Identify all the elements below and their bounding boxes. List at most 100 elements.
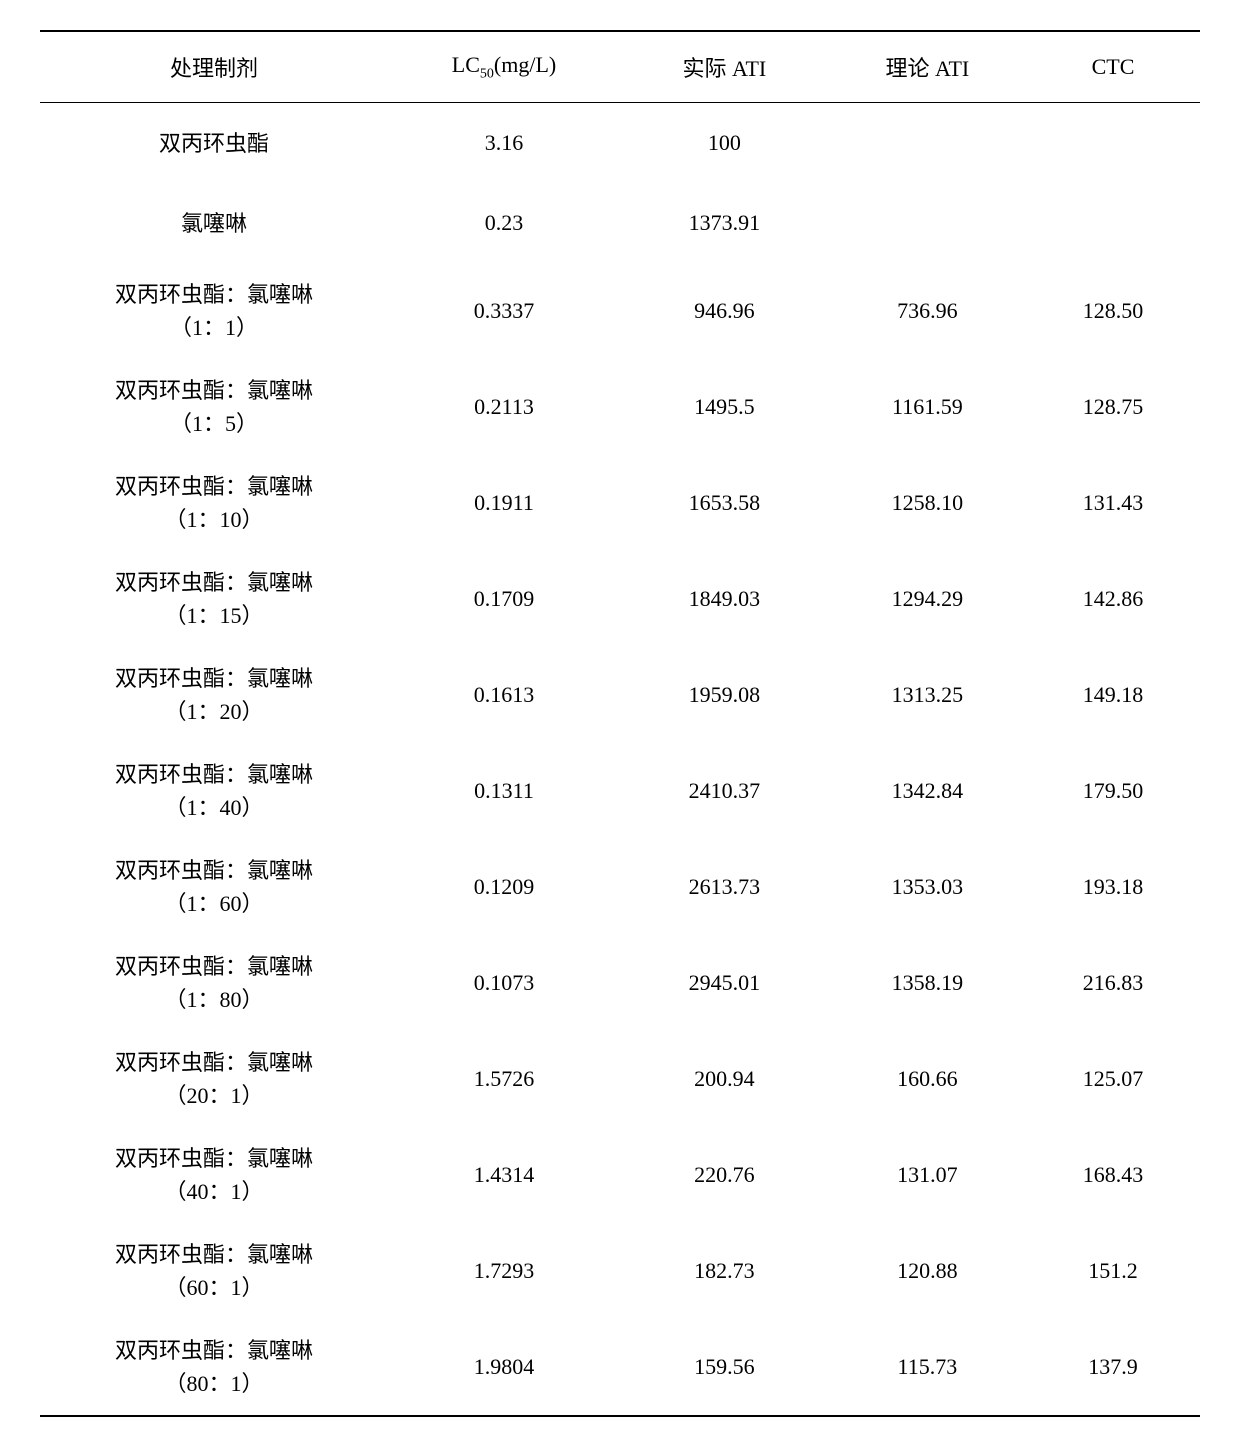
cell-ctc: 137.9 xyxy=(1026,1319,1200,1416)
cell-lc50: 0.1613 xyxy=(388,647,620,743)
agent-line2: （1：20） xyxy=(40,695,388,728)
col-header-ctc: CTC xyxy=(1026,31,1200,103)
agent-line2: （60：1） xyxy=(40,1271,388,1304)
agent-line1: 双丙环虫酯：氯噻啉 xyxy=(40,758,388,791)
cell-ctc: 128.75 xyxy=(1026,359,1200,455)
cell-ctc: 149.18 xyxy=(1026,647,1200,743)
agent-line1: 双丙环虫酯：氯噻啉 xyxy=(40,950,388,983)
cell-actual_ati: 100 xyxy=(620,103,829,184)
agent-line2: （1：60） xyxy=(40,887,388,920)
agent-line1: 氯噻啉 xyxy=(40,207,388,240)
cell-agent: 双丙环虫酯：氯噻啉（1：80） xyxy=(40,935,388,1031)
agent-line2: （1：10） xyxy=(40,503,388,536)
cell-theoretical_ati xyxy=(829,103,1026,184)
cell-ctc xyxy=(1026,183,1200,263)
cell-lc50: 1.7293 xyxy=(388,1223,620,1319)
cell-theoretical_ati: 1358.19 xyxy=(829,935,1026,1031)
table-row: 双丙环虫酯：氯噻啉（60：1）1.7293182.73120.88151.2 xyxy=(40,1223,1200,1319)
cell-agent: 双丙环虫酯：氯噻啉（1：20） xyxy=(40,647,388,743)
cell-agent: 双丙环虫酯：氯噻啉（1：5） xyxy=(40,359,388,455)
cell-theoretical_ati: 131.07 xyxy=(829,1127,1026,1223)
agent-line1: 双丙环虫酯：氯噻啉 xyxy=(40,854,388,887)
cell-theoretical_ati: 160.66 xyxy=(829,1031,1026,1127)
cell-theoretical_ati: 1258.10 xyxy=(829,455,1026,551)
cell-theoretical_ati: 1342.84 xyxy=(829,743,1026,839)
cell-actual_ati: 200.94 xyxy=(620,1031,829,1127)
cell-theoretical_ati: 1313.25 xyxy=(829,647,1026,743)
table-row: 双丙环虫酯：氯噻啉（1：80）0.10732945.011358.19216.8… xyxy=(40,935,1200,1031)
agent-line2: （1：80） xyxy=(40,983,388,1016)
cell-ctc: 193.18 xyxy=(1026,839,1200,935)
cell-agent: 双丙环虫酯：氯噻啉（40：1） xyxy=(40,1127,388,1223)
cell-agent: 双丙环虫酯：氯噻啉（1：1） xyxy=(40,263,388,359)
agent-line1: 双丙环虫酯：氯噻啉 xyxy=(40,278,388,311)
cell-agent: 双丙环虫酯：氯噻啉（1：40） xyxy=(40,743,388,839)
cell-actual_ati: 1373.91 xyxy=(620,183,829,263)
agent-line2: （1：40） xyxy=(40,791,388,824)
table-row: 双丙环虫酯：氯噻啉（1：40）0.13112410.371342.84179.5… xyxy=(40,743,1200,839)
col-header-theoretical-ati: 理论 ATI xyxy=(829,31,1026,103)
cell-agent: 双丙环虫酯：氯噻啉（1：10） xyxy=(40,455,388,551)
cell-agent: 双丙环虫酯：氯噻啉（1：15） xyxy=(40,551,388,647)
cell-actual_ati: 182.73 xyxy=(620,1223,829,1319)
agent-line2: （1：15） xyxy=(40,599,388,632)
agent-line2: （40：1） xyxy=(40,1175,388,1208)
table-row: 双丙环虫酯：氯噻啉（1：60）0.12092613.731353.03193.1… xyxy=(40,839,1200,935)
cell-lc50: 1.4314 xyxy=(388,1127,620,1223)
data-table: 处理制剂 LC50(mg/L) 实际 ATI 理论 ATI CTC 双丙环虫酯3… xyxy=(40,30,1200,1417)
cell-ctc: 179.50 xyxy=(1026,743,1200,839)
cell-theoretical_ati: 1161.59 xyxy=(829,359,1026,455)
col-header-lc50: LC50(mg/L) xyxy=(388,31,620,103)
cell-agent: 双丙环虫酯：氯噻啉（1：60） xyxy=(40,839,388,935)
cell-theoretical_ati: 1294.29 xyxy=(829,551,1026,647)
cell-agent: 双丙环虫酯：氯噻啉（60：1） xyxy=(40,1223,388,1319)
agent-line1: 双丙环虫酯：氯噻啉 xyxy=(40,470,388,503)
cell-ctc: 142.86 xyxy=(1026,551,1200,647)
cell-lc50: 0.23 xyxy=(388,183,620,263)
header-row: 处理制剂 LC50(mg/L) 实际 ATI 理论 ATI CTC xyxy=(40,31,1200,103)
table-row: 双丙环虫酯：氯噻啉（1：5）0.21131495.51161.59128.75 xyxy=(40,359,1200,455)
cell-actual_ati: 1495.5 xyxy=(620,359,829,455)
agent-line1: 双丙环虫酯：氯噻啉 xyxy=(40,662,388,695)
cell-lc50: 1.9804 xyxy=(388,1319,620,1416)
cell-lc50: 0.1209 xyxy=(388,839,620,935)
cell-ctc: 216.83 xyxy=(1026,935,1200,1031)
cell-theoretical_ati: 1353.03 xyxy=(829,839,1026,935)
cell-actual_ati: 220.76 xyxy=(620,1127,829,1223)
cell-lc50: 0.1911 xyxy=(388,455,620,551)
agent-line2: （1：5） xyxy=(40,407,388,440)
cell-actual_ati: 2945.01 xyxy=(620,935,829,1031)
agent-line1: 双丙环虫酯：氯噻啉 xyxy=(40,1334,388,1367)
table-row: 双丙环虫酯：氯噻啉（40：1）1.4314220.76131.07168.43 xyxy=(40,1127,1200,1223)
table-body: 双丙环虫酯3.16100氯噻啉0.231373.91双丙环虫酯：氯噻啉（1：1）… xyxy=(40,103,1200,1417)
cell-lc50: 0.1073 xyxy=(388,935,620,1031)
agent-line1: 双丙环虫酯：氯噻啉 xyxy=(40,566,388,599)
agent-line2: （1：1） xyxy=(40,311,388,344)
cell-actual_ati: 2613.73 xyxy=(620,839,829,935)
agent-line1: 双丙环虫酯：氯噻啉 xyxy=(40,1142,388,1175)
table-row: 氯噻啉0.231373.91 xyxy=(40,183,1200,263)
cell-ctc: 128.50 xyxy=(1026,263,1200,359)
cell-lc50: 0.3337 xyxy=(388,263,620,359)
cell-agent: 双丙环虫酯：氯噻啉（20：1） xyxy=(40,1031,388,1127)
cell-theoretical_ati: 115.73 xyxy=(829,1319,1026,1416)
cell-ctc: 151.2 xyxy=(1026,1223,1200,1319)
cell-agent: 双丙环虫酯 xyxy=(40,103,388,184)
table-row: 双丙环虫酯：氯噻啉（1：15）0.17091849.031294.29142.8… xyxy=(40,551,1200,647)
table-row: 双丙环虫酯：氯噻啉（1：1）0.3337946.96736.96128.50 xyxy=(40,263,1200,359)
col-header-agent: 处理制剂 xyxy=(40,31,388,103)
cell-ctc: 125.07 xyxy=(1026,1031,1200,1127)
cell-actual_ati: 1959.08 xyxy=(620,647,829,743)
agent-line1: 双丙环虫酯 xyxy=(40,127,388,160)
cell-lc50: 0.2113 xyxy=(388,359,620,455)
table-row: 双丙环虫酯3.16100 xyxy=(40,103,1200,184)
cell-ctc: 131.43 xyxy=(1026,455,1200,551)
agent-line2: （80：1） xyxy=(40,1367,388,1400)
agent-line1: 双丙环虫酯：氯噻啉 xyxy=(40,374,388,407)
agent-line2: （20：1） xyxy=(40,1079,388,1112)
agent-line1: 双丙环虫酯：氯噻啉 xyxy=(40,1238,388,1271)
cell-theoretical_ati: 120.88 xyxy=(829,1223,1026,1319)
table-row: 双丙环虫酯：氯噻啉（20：1）1.5726200.94160.66125.07 xyxy=(40,1031,1200,1127)
cell-actual_ati: 2410.37 xyxy=(620,743,829,839)
table-row: 双丙环虫酯：氯噻啉（1：20）0.16131959.081313.25149.1… xyxy=(40,647,1200,743)
